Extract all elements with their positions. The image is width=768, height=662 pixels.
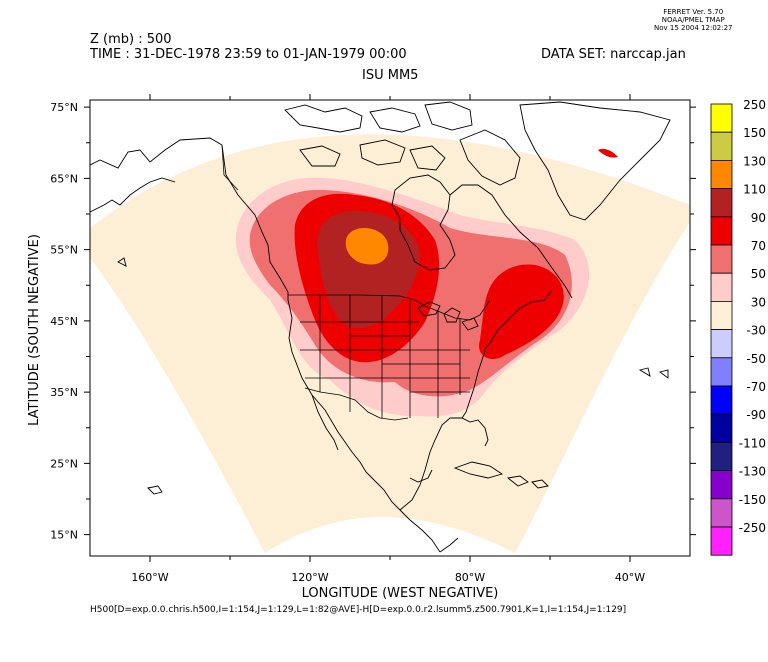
colorbar-swatch — [710, 159, 733, 189]
colorbar-label: -130 — [739, 465, 766, 479]
colorbar-swatch — [710, 413, 733, 443]
colorbar-swatch — [710, 244, 733, 274]
colorbar-label: -150 — [739, 493, 766, 507]
colorbar-swatch — [710, 441, 733, 471]
colorbar-label: 150 — [743, 126, 766, 140]
colorbar-swatch — [710, 498, 733, 528]
y-tick-label: 35°N — [50, 386, 78, 399]
colorbar-label: -250 — [739, 521, 766, 535]
colorbar-label: -110 — [739, 436, 766, 450]
colorbar-swatch — [710, 272, 733, 302]
y-tick-labels: 75°N 65°N 55°N 45°N 35°N 25°N 15°N — [50, 101, 78, 542]
colorbar-label: 70 — [751, 239, 766, 253]
stamp-line-1: FERRET Ver. 5.70 — [663, 8, 724, 16]
colorbar-label: 130 — [743, 154, 766, 168]
colorbar-swatch — [710, 131, 733, 161]
colorbar-swatch — [710, 357, 733, 387]
colorbar-label: 50 — [751, 267, 766, 281]
y-tick-label: 55°N — [50, 244, 78, 257]
time-label: TIME : 31-DEC-1978 23:59 to 01-JAN-1979 … — [90, 47, 407, 62]
stamp-line-2: NOAA/PMEL TMAP — [661, 16, 725, 24]
x-tick-label: 40°W — [615, 571, 645, 584]
colorbar-label: 250 — [743, 98, 766, 112]
x-axis-label: LONGITUDE (WEST NEGATIVE) — [302, 586, 499, 601]
plot-subtitle: ISU MM5 — [362, 68, 419, 83]
band-130 — [345, 228, 389, 265]
colorbar-swatch — [710, 216, 733, 246]
colorbar-swatch — [710, 188, 733, 218]
ferret-stamp: FERRET Ver. 5.70 NOAA/PMEL TMAP Nov 15 2… — [654, 8, 733, 32]
colorbar-label: -70 — [746, 380, 766, 394]
dataset-label: DATA SET: narccap.jan — [541, 47, 686, 62]
political-boundaries — [221, 144, 491, 421]
colorbar-label: -90 — [746, 408, 766, 422]
colorbar-label: -50 — [746, 352, 766, 366]
colorbar-swatch — [710, 526, 733, 556]
colorbar-swatch — [710, 385, 733, 415]
y-tick-label: 75°N — [50, 101, 78, 114]
y-tick-label: 65°N — [50, 172, 78, 185]
colorbar-label: 110 — [743, 183, 766, 197]
colorbar-swatch — [710, 103, 733, 133]
colorbar-swatch — [710, 470, 733, 500]
colorbar-label: 90 — [751, 211, 766, 225]
x-tick-label: 120°W — [291, 571, 328, 584]
y-tick-label: 25°N — [50, 457, 78, 470]
stamp-line-3: Nov 15 2004 12:02:27 — [654, 24, 733, 32]
y-axis-label: LATITUDE (SOUTH NEGATIVE) — [27, 234, 42, 426]
colorbar-label: -30 — [746, 324, 766, 338]
band-90-east — [479, 264, 564, 360]
colorbar-swatch — [710, 300, 733, 330]
y-tick-label: 45°N — [50, 315, 78, 328]
footer-expression: H500[D=exp.0.0.chris.h500,I=1:154,J=1:12… — [90, 605, 627, 615]
x-tick-labels: 160°W 120°W 80°W 40°W — [131, 571, 645, 584]
coastlines — [90, 101, 671, 553]
x-tick-label: 160°W — [131, 571, 168, 584]
variable-label: Z (mb) : 500 — [90, 32, 172, 47]
colorbar-swatch — [710, 329, 733, 359]
colorbar: 250 150 130 110 90 70 50 30 -30 -50 -70 -90 -110 -130… — [710, 98, 766, 556]
colorbar-label: 30 — [751, 295, 766, 309]
band-greenland-spot — [598, 148, 618, 158]
y-tick-label: 15°N — [50, 529, 78, 542]
x-tick-label: 80°W — [455, 571, 485, 584]
axis-ticks — [84, 94, 696, 562]
band-110 — [317, 210, 420, 329]
